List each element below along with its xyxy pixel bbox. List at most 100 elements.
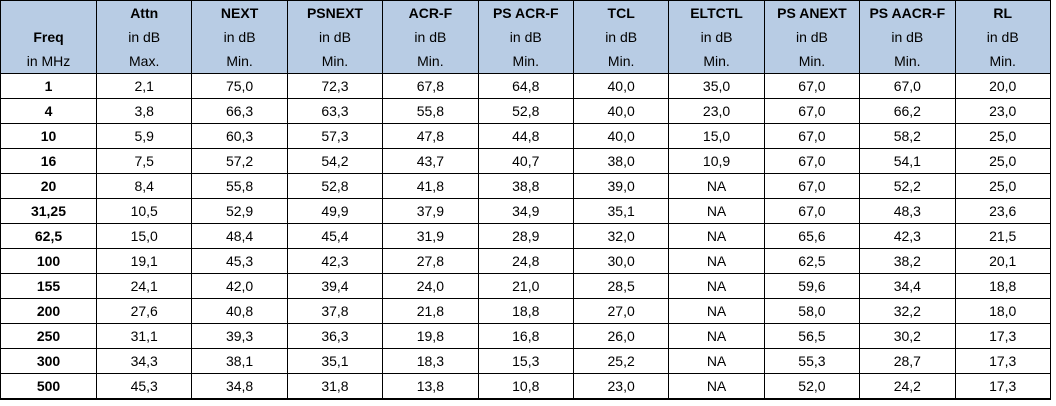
header-unit-attn: in dB	[95, 25, 193, 49]
value-cell: 23,0	[954, 98, 1051, 124]
value-cell: 13,8	[382, 373, 479, 400]
value-cell: 45,4	[286, 223, 384, 249]
table-body: 1 2,1 75,0 72,3 67,8 64,8 40,0 35,0 67,0 67,0 20,0…	[0, 73, 1051, 400]
value-cell: 30,2	[859, 323, 956, 349]
value-cell: NA	[668, 298, 765, 324]
value-cell: 32,2	[859, 298, 956, 324]
value-cell: 8,4	[95, 173, 193, 199]
value-cell: 58,0	[763, 298, 861, 324]
header-limit-next: Min.	[191, 49, 288, 74]
value-cell: 67,0	[763, 123, 861, 149]
value-cell: 18,3	[382, 348, 479, 374]
value-cell: NA	[668, 373, 765, 400]
value-cell: 59,6	[763, 273, 861, 299]
value-cell: 25,2	[572, 348, 670, 374]
value-cell: NA	[668, 223, 765, 249]
table-row: 62,5 15,0 48,4 45,4 31,9 28,9 32,0 NA 65,6 42,3 21…	[0, 223, 1051, 249]
value-cell: NA	[668, 173, 765, 199]
value-cell: 17,3	[954, 323, 1051, 349]
value-cell: 34,8	[191, 373, 288, 400]
value-cell: 31,9	[382, 223, 479, 249]
value-cell: 28,9	[477, 223, 574, 249]
value-cell: 75,0	[191, 73, 288, 99]
freq-cell: 16	[0, 148, 97, 174]
header-col-ps-anext: PS ANEXT	[763, 0, 861, 25]
value-cell: 18,8	[954, 273, 1051, 299]
header-limit-acr-f: Min.	[382, 49, 479, 74]
value-cell: 37,9	[382, 198, 479, 224]
table-row: 31,25 10,5 52,9 49,9 37,9 34,9 35,1 NA 67,0 48,3 2…	[0, 198, 1051, 224]
value-cell: 30,0	[572, 248, 670, 274]
value-cell: 27,0	[572, 298, 670, 324]
value-cell: 15,0	[95, 223, 193, 249]
value-cell: 38,2	[859, 248, 956, 274]
value-cell: 72,3	[286, 73, 384, 99]
value-cell: 15,0	[668, 123, 765, 149]
value-cell: 10,5	[95, 198, 193, 224]
value-cell: 28,5	[572, 273, 670, 299]
header-col-rl: RL	[954, 0, 1051, 25]
value-cell: 66,2	[859, 98, 956, 124]
value-cell: 7,5	[95, 148, 193, 174]
value-cell: 20,0	[954, 73, 1051, 99]
value-cell: 27,6	[95, 298, 193, 324]
value-cell: 40,8	[191, 298, 288, 324]
value-cell: 57,2	[191, 148, 288, 174]
header-unit-eltctl: in dB	[668, 25, 765, 49]
freq-cell: 31,25	[0, 198, 97, 224]
value-cell: 5,9	[95, 123, 193, 149]
value-cell: 48,4	[191, 223, 288, 249]
freq-cell: 200	[0, 298, 97, 324]
value-cell: 67,8	[382, 73, 479, 99]
value-cell: 64,8	[477, 73, 574, 99]
value-cell: 34,4	[859, 273, 956, 299]
value-cell: 67,0	[763, 148, 861, 174]
value-cell: 56,5	[763, 323, 861, 349]
value-cell: 25,0	[954, 123, 1051, 149]
header-unit-psnext: in dB	[286, 25, 384, 49]
value-cell: 18,8	[477, 298, 574, 324]
freq-cell: 62,5	[0, 223, 97, 249]
header-limit-rl: Min.	[954, 49, 1051, 74]
table-row: 200 27,6 40,8 37,8 21,8 18,8 27,0 NA 58,0 32,2 18,…	[0, 298, 1051, 324]
value-cell: 23,6	[954, 198, 1051, 224]
header-unit-ps-anext: in dB	[763, 25, 861, 49]
value-cell: 39,4	[286, 273, 384, 299]
header-limit-attn: Max.	[95, 49, 193, 74]
freq-cell: 4	[0, 98, 97, 124]
value-cell: NA	[668, 248, 765, 274]
header-col-acr-f: ACR-F	[382, 0, 479, 25]
table-row: 4 3,8 66,3 63,3 55,8 52,8 40,0 23,0 67,0 66,2 23,0	[0, 98, 1051, 124]
value-cell: 55,8	[191, 173, 288, 199]
value-cell: 31,8	[286, 373, 384, 400]
value-cell: NA	[668, 323, 765, 349]
value-cell: 44,8	[477, 123, 574, 149]
freq-cell: 155	[0, 273, 97, 299]
table-row: 155 24,1 42,0 39,4 24,0 21,0 28,5 NA 59,6 34,4 18,…	[0, 273, 1051, 299]
table-header: Attn NEXT PSNEXT ACR-F PS ACR-F TCL ELTC…	[0, 0, 1051, 74]
value-cell: 16,8	[477, 323, 574, 349]
value-cell: 17,3	[954, 373, 1051, 400]
value-cell: 26,0	[572, 323, 670, 349]
header-col-eltctl: ELTCTL	[668, 0, 765, 25]
table-row: 500 45,3 34,8 31,8 13,8 10,8 23,0 NA 52,0 24,2 17,…	[0, 373, 1051, 400]
value-cell: 60,3	[191, 123, 288, 149]
header-unit-rl: in dB	[954, 25, 1051, 49]
value-cell: 49,9	[286, 198, 384, 224]
value-cell: 40,0	[572, 123, 670, 149]
value-cell: 23,0	[668, 98, 765, 124]
value-cell: 35,1	[572, 198, 670, 224]
value-cell: 52,0	[763, 373, 861, 400]
value-cell: NA	[668, 198, 765, 224]
value-cell: 24,8	[477, 248, 574, 274]
header-limit-eltctl: Min.	[668, 49, 765, 74]
value-cell: 40,7	[477, 148, 574, 174]
value-cell: NA	[668, 273, 765, 299]
value-cell: 42,3	[859, 223, 956, 249]
header-col-ps-aacr-f: PS AACR-F	[859, 0, 956, 25]
table-row: 20 8,4 55,8 52,8 41,8 38,8 39,0 NA 67,0 52,2 25,0	[0, 173, 1051, 199]
value-cell: 67,0	[763, 198, 861, 224]
value-cell: 28,7	[859, 348, 956, 374]
value-cell: 20,1	[954, 248, 1051, 274]
